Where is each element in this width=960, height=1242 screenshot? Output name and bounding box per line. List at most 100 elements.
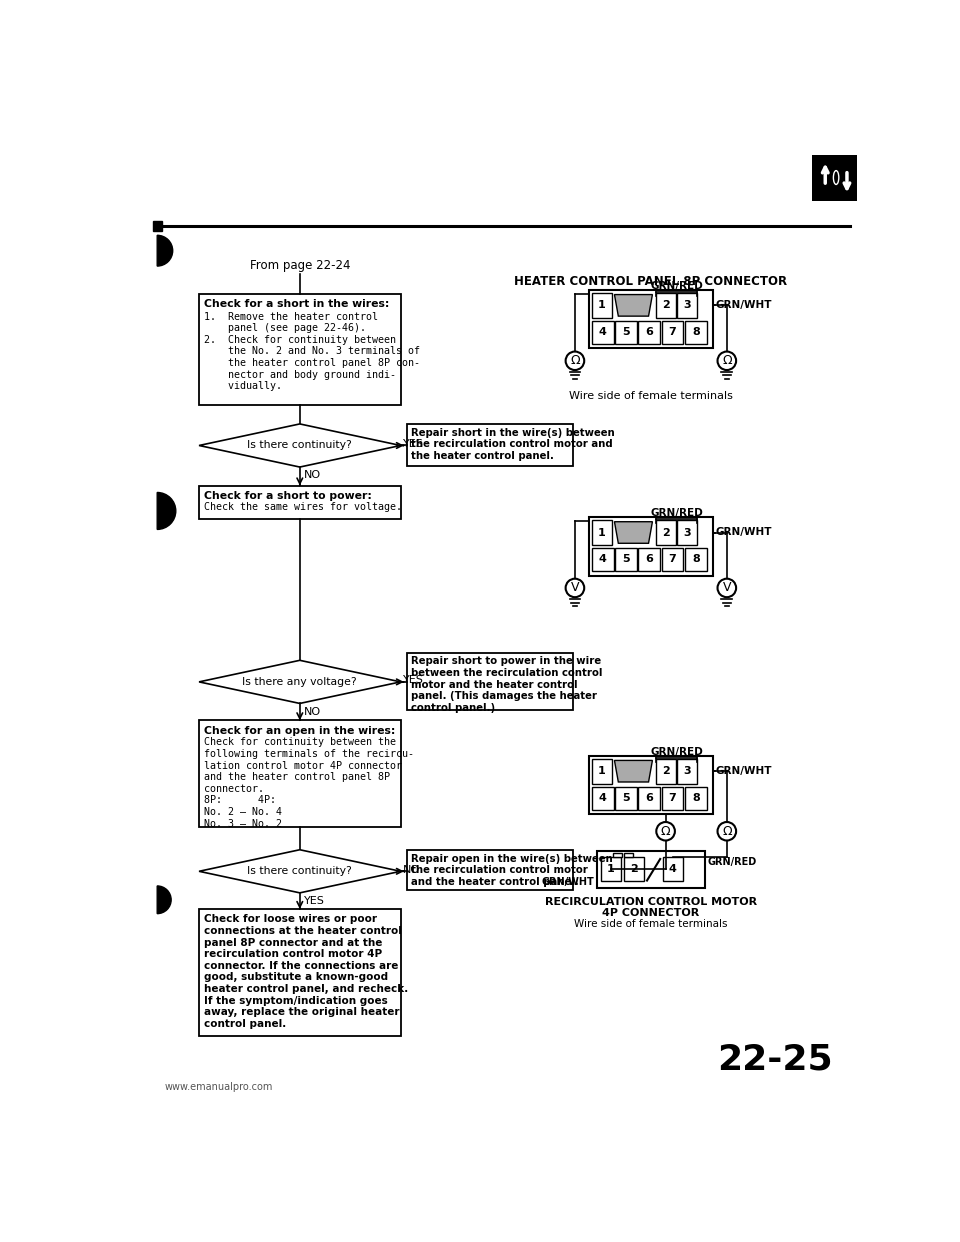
Text: NO: NO bbox=[403, 864, 420, 874]
Polygon shape bbox=[612, 853, 622, 857]
Bar bbox=[592, 293, 612, 318]
Bar bbox=[592, 320, 613, 344]
Text: 3: 3 bbox=[684, 528, 691, 538]
Bar bbox=[407, 424, 573, 466]
Text: 1.  Remove the heater control
    panel (see page 22-46).
2.  Check for continui: 1. Remove the heater control panel (see … bbox=[204, 312, 420, 391]
Text: 8: 8 bbox=[692, 794, 700, 804]
Text: YES: YES bbox=[403, 438, 423, 448]
Polygon shape bbox=[614, 760, 653, 782]
Text: 5: 5 bbox=[622, 328, 630, 338]
Text: 3: 3 bbox=[684, 301, 691, 310]
Text: Check for an open in the wires:: Check for an open in the wires: bbox=[204, 725, 396, 735]
Text: 6: 6 bbox=[645, 794, 653, 804]
Text: 7: 7 bbox=[669, 328, 677, 338]
Bar bbox=[199, 294, 400, 405]
Bar bbox=[638, 548, 660, 571]
Text: 4P CONNECTOR: 4P CONNECTOR bbox=[602, 908, 700, 918]
Text: Ω: Ω bbox=[660, 825, 670, 838]
Text: Wire side of female terminals: Wire side of female terminals bbox=[569, 391, 732, 401]
Polygon shape bbox=[199, 850, 400, 893]
Text: 4: 4 bbox=[599, 554, 607, 564]
Text: YES: YES bbox=[303, 895, 324, 905]
Text: 1: 1 bbox=[598, 528, 606, 538]
Bar bbox=[812, 155, 857, 201]
Text: 1: 1 bbox=[598, 301, 606, 310]
Text: GRN/WHT: GRN/WHT bbox=[715, 766, 772, 776]
Bar bbox=[656, 759, 676, 784]
Text: 8: 8 bbox=[692, 554, 700, 564]
Text: GRN/WHT: GRN/WHT bbox=[541, 877, 594, 887]
Bar bbox=[596, 851, 706, 888]
Bar bbox=[661, 786, 684, 810]
Polygon shape bbox=[199, 424, 400, 467]
Text: www.emanualpro.com: www.emanualpro.com bbox=[165, 1082, 274, 1092]
Text: Check the same wires for voltage.: Check the same wires for voltage. bbox=[204, 503, 402, 513]
Polygon shape bbox=[199, 661, 400, 703]
Text: Ω: Ω bbox=[570, 354, 580, 368]
Ellipse shape bbox=[833, 170, 839, 185]
Text: RECIRCULATION CONTROL MOTOR: RECIRCULATION CONTROL MOTOR bbox=[545, 898, 756, 908]
Text: Check for continuity between the
following terminals of the recircu-
lation cont: Check for continuity between the followi… bbox=[204, 738, 415, 828]
Text: GRN/RED: GRN/RED bbox=[650, 508, 703, 518]
Bar bbox=[615, 786, 636, 810]
Text: Is there continuity?: Is there continuity? bbox=[248, 441, 352, 451]
Bar bbox=[592, 520, 612, 545]
Text: 1: 1 bbox=[607, 864, 614, 874]
Circle shape bbox=[717, 579, 736, 597]
Bar bbox=[592, 759, 612, 784]
Bar bbox=[592, 786, 613, 810]
Text: 6: 6 bbox=[645, 328, 653, 338]
Wedge shape bbox=[157, 493, 176, 529]
Bar bbox=[153, 221, 162, 231]
Bar bbox=[661, 320, 684, 344]
Bar bbox=[588, 517, 713, 575]
Bar bbox=[638, 786, 660, 810]
Circle shape bbox=[565, 351, 585, 370]
Bar bbox=[615, 320, 636, 344]
Bar bbox=[615, 548, 636, 571]
Circle shape bbox=[657, 822, 675, 841]
Text: GRN/WHT: GRN/WHT bbox=[715, 528, 772, 538]
Text: 4: 4 bbox=[668, 864, 677, 874]
Bar bbox=[685, 320, 707, 344]
Text: 3: 3 bbox=[684, 766, 691, 776]
Text: Ω: Ω bbox=[722, 825, 732, 838]
Text: GRN/RED: GRN/RED bbox=[650, 281, 703, 291]
Bar bbox=[677, 520, 697, 545]
Text: GRN/RED: GRN/RED bbox=[650, 746, 703, 756]
Text: 5: 5 bbox=[622, 554, 630, 564]
Text: GRN/WHT: GRN/WHT bbox=[715, 301, 772, 310]
Bar bbox=[685, 786, 707, 810]
Bar bbox=[656, 520, 676, 545]
Text: Repair open in the wire(s) between
the recirculation control motor
and the heate: Repair open in the wire(s) between the r… bbox=[411, 853, 612, 887]
Bar bbox=[407, 652, 573, 710]
Text: V: V bbox=[723, 581, 732, 595]
Text: V: V bbox=[570, 581, 579, 595]
Bar bbox=[661, 548, 684, 571]
Text: Is there continuity?: Is there continuity? bbox=[248, 867, 352, 877]
Text: YES: YES bbox=[403, 676, 423, 686]
Bar bbox=[199, 909, 400, 1036]
Text: 22-25: 22-25 bbox=[717, 1043, 833, 1077]
Bar bbox=[592, 548, 613, 571]
Text: HEATER CONTROL PANEL 8P CONNECTOR: HEATER CONTROL PANEL 8P CONNECTOR bbox=[515, 274, 787, 288]
Text: 6: 6 bbox=[645, 554, 653, 564]
Bar bbox=[199, 720, 400, 827]
Bar bbox=[624, 857, 644, 881]
Bar bbox=[588, 289, 713, 349]
Bar bbox=[662, 857, 683, 881]
Wedge shape bbox=[157, 235, 173, 266]
Text: 8: 8 bbox=[692, 328, 700, 338]
Text: 1: 1 bbox=[598, 766, 606, 776]
Circle shape bbox=[565, 579, 585, 597]
Bar bbox=[199, 486, 400, 519]
Bar bbox=[588, 756, 713, 815]
Text: Repair short to power in the wire
between the recirculation control
motor and th: Repair short to power in the wire betwee… bbox=[411, 657, 602, 713]
Text: 2: 2 bbox=[661, 301, 669, 310]
Text: NO: NO bbox=[303, 471, 321, 481]
Bar bbox=[677, 759, 697, 784]
Bar bbox=[656, 293, 676, 318]
Text: 2: 2 bbox=[630, 864, 637, 874]
Circle shape bbox=[717, 351, 736, 370]
Bar bbox=[601, 857, 621, 881]
